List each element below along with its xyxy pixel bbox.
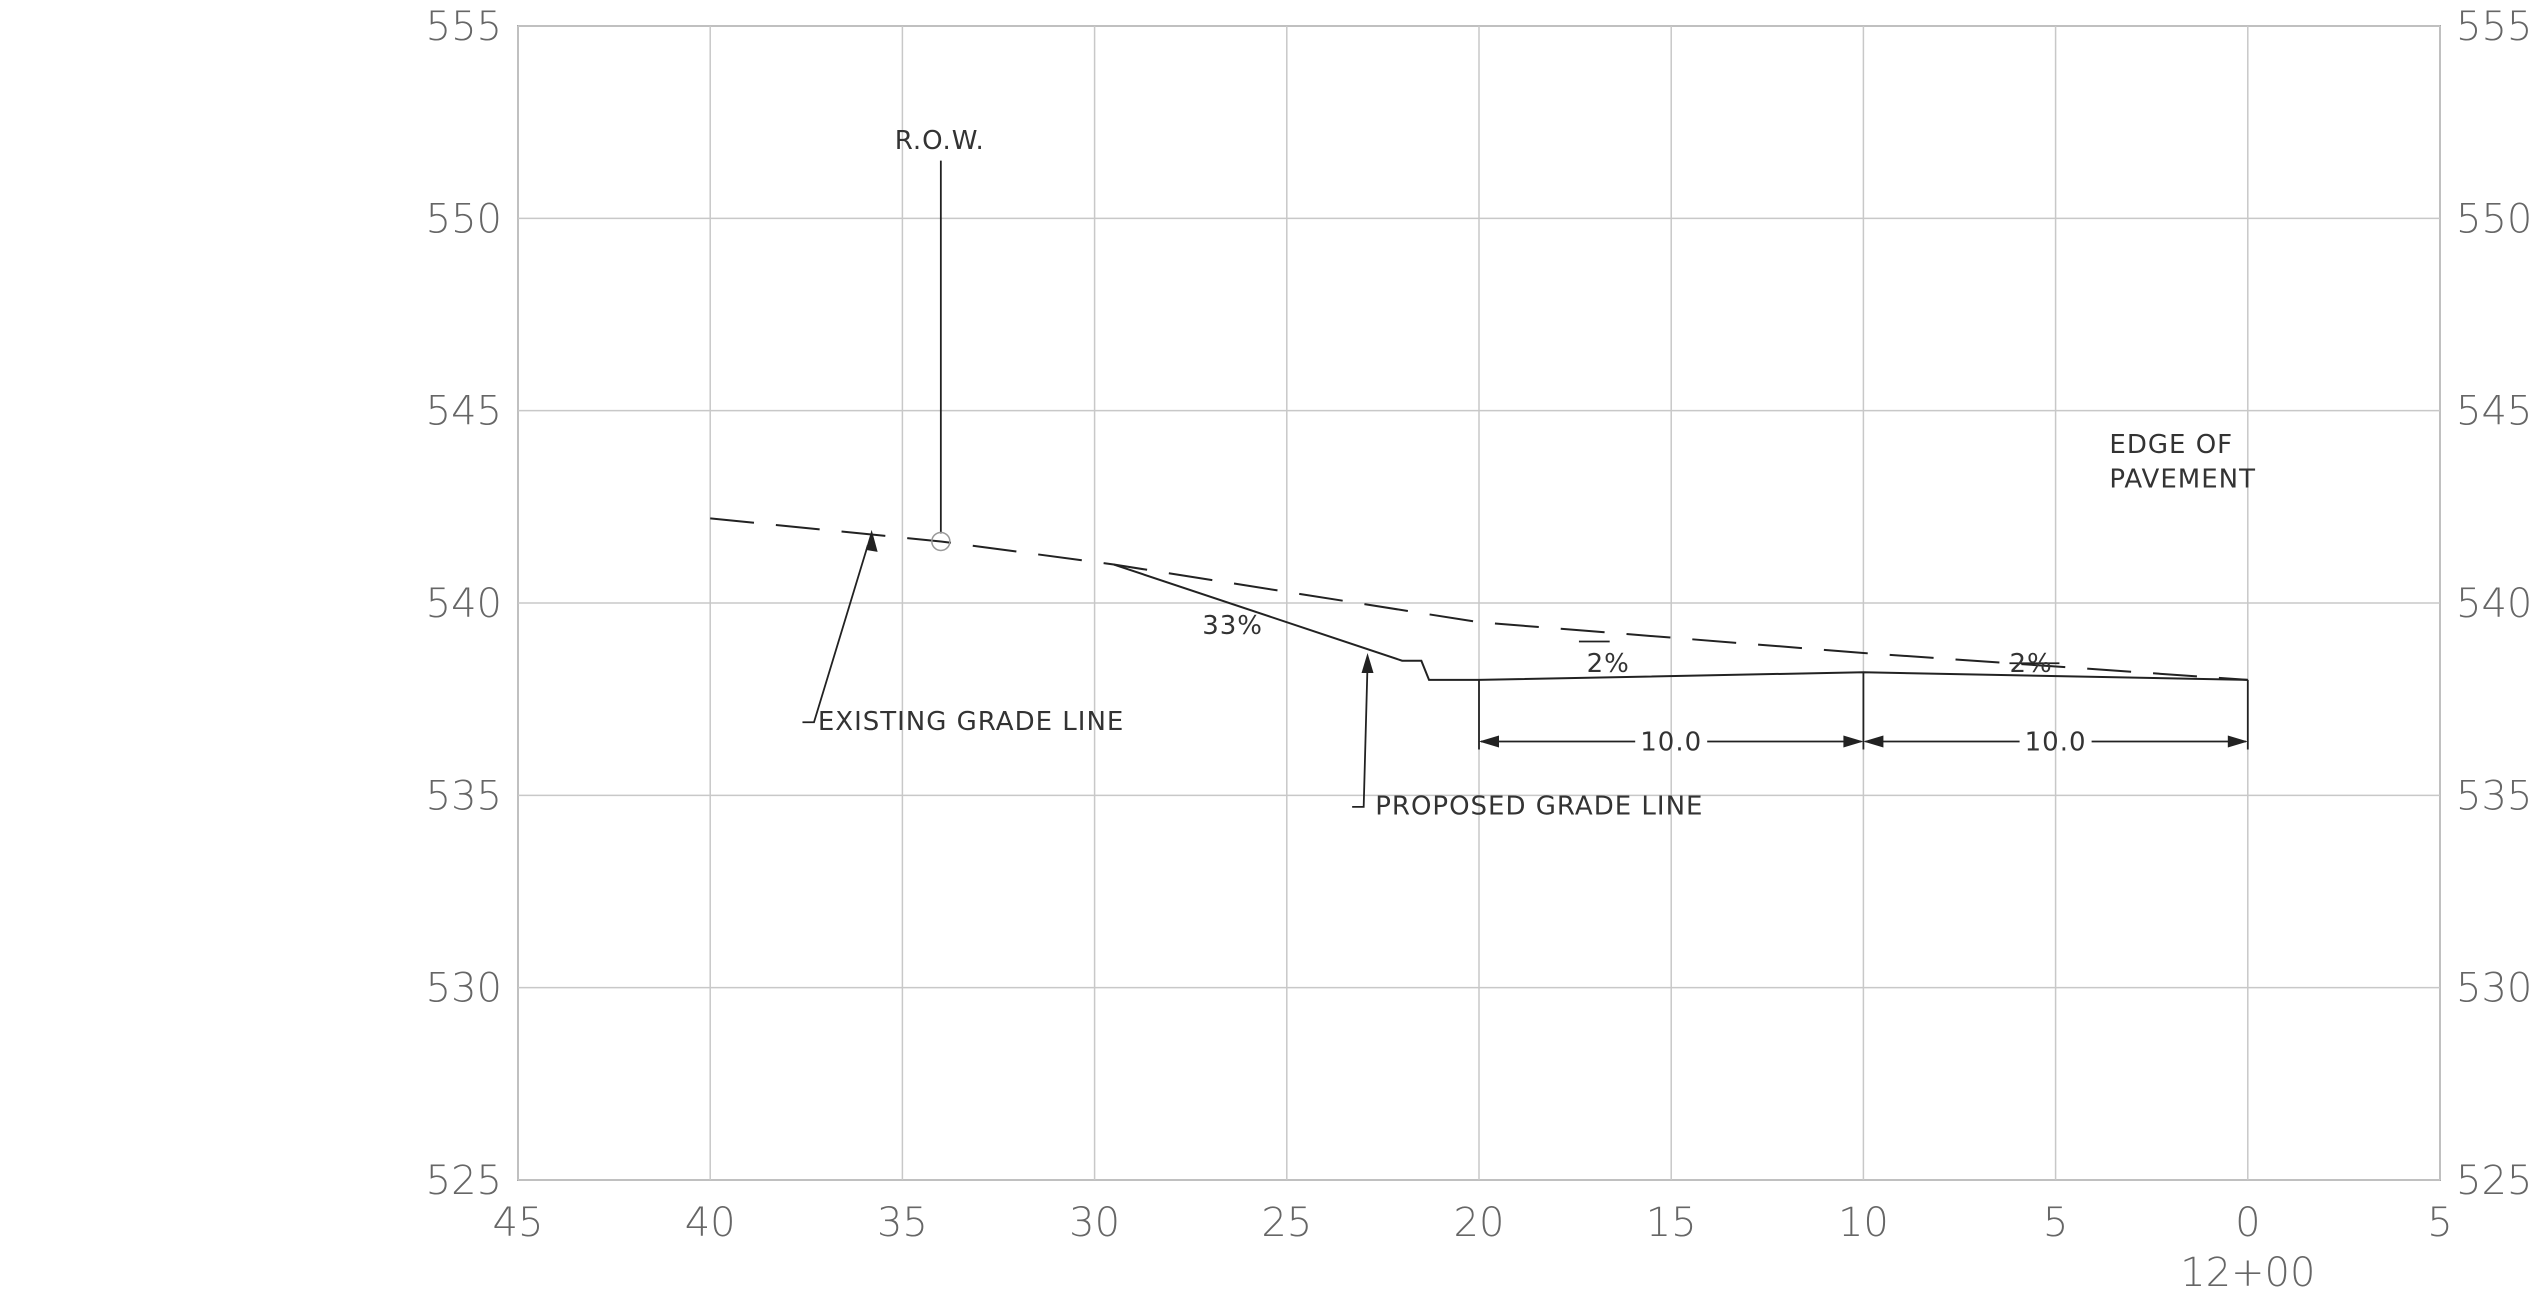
station-label: 12+00: [2180, 1250, 2315, 1289]
slope-2-percent-right-label: 2%: [2009, 649, 2052, 679]
y-tick-label-left: 525: [426, 1158, 502, 1204]
existing-grade-line: [710, 517, 2248, 681]
dimension-arrow: [1863, 735, 1884, 748]
x-tick-label: 5: [2043, 1200, 2068, 1246]
y-tick-label-right: 555: [2456, 4, 2532, 50]
dimension-arrow: [2227, 735, 2248, 748]
y-tick-label-left: 535: [426, 773, 502, 819]
grid-lines: [517, 25, 2441, 1181]
row-marker-circle: [931, 531, 951, 552]
x-tick-label: 40: [685, 1200, 736, 1246]
y-tick-label-right: 525: [2456, 1158, 2532, 1204]
slope-33-percent-label: 33%: [1202, 611, 1263, 641]
y-tick-label-right: 540: [2456, 581, 2532, 627]
y-tick-label-left: 550: [426, 196, 502, 242]
y-tick-label-right: 545: [2456, 389, 2532, 435]
y-tick-label-right: 530: [2456, 966, 2532, 1012]
row-label: R.O.W.: [895, 126, 985, 156]
proposed-grade-line: [1113, 563, 2248, 681]
annotations: R.O.W. EDGE OF PAVEMENT EXISTING GRADE L…: [818, 126, 2316, 1289]
proposed-grade-line-label: PROPOSED GRADE LINE: [1375, 792, 1703, 822]
proposed-leader-arrow: [1361, 653, 1374, 674]
existing-leader: [802, 545, 869, 724]
proposed-leader: [1352, 664, 1369, 808]
x-tick-label: 45: [493, 1200, 544, 1246]
dimension-arrow: [1843, 735, 1864, 748]
dimension-right-label: 10.0: [2025, 727, 2087, 757]
dimension-arrow: [1479, 735, 1499, 748]
y-tick-label-right: 535: [2456, 773, 2532, 819]
x-tick-label: 35: [877, 1200, 928, 1246]
slope-2-percent-left-label: 2%: [1587, 649, 1630, 679]
y-tick-label-left: 545: [426, 389, 502, 435]
existing-grade-line-label: EXISTING GRADE LINE: [818, 707, 1125, 737]
grade-lines: [710, 160, 2249, 808]
x-tick-label: 5: [2427, 1200, 2452, 1246]
x-tick-label: 15: [1646, 1200, 1697, 1246]
x-tick-label: 0: [2235, 1200, 2260, 1246]
edge-of-pavement-label-line1: EDGE OF: [2109, 430, 2233, 460]
x-tick-label: 30: [1069, 1200, 1120, 1246]
y-tick-label-left: 540: [426, 581, 502, 627]
dimension-left-label: 10.0: [1640, 727, 1702, 757]
existing-leader-arrow: [865, 529, 878, 552]
x-tick-label: 25: [1261, 1200, 1312, 1246]
x-tick-label: 10: [1838, 1200, 1889, 1246]
x-tick-label: 20: [1454, 1200, 1505, 1246]
y-tick-label-left: 555: [426, 4, 502, 50]
y-tick-label-left: 530: [426, 966, 502, 1012]
y-tick-label-right: 550: [2456, 196, 2532, 242]
edge-of-pavement-label-line2: PAVEMENT: [2109, 465, 2256, 495]
